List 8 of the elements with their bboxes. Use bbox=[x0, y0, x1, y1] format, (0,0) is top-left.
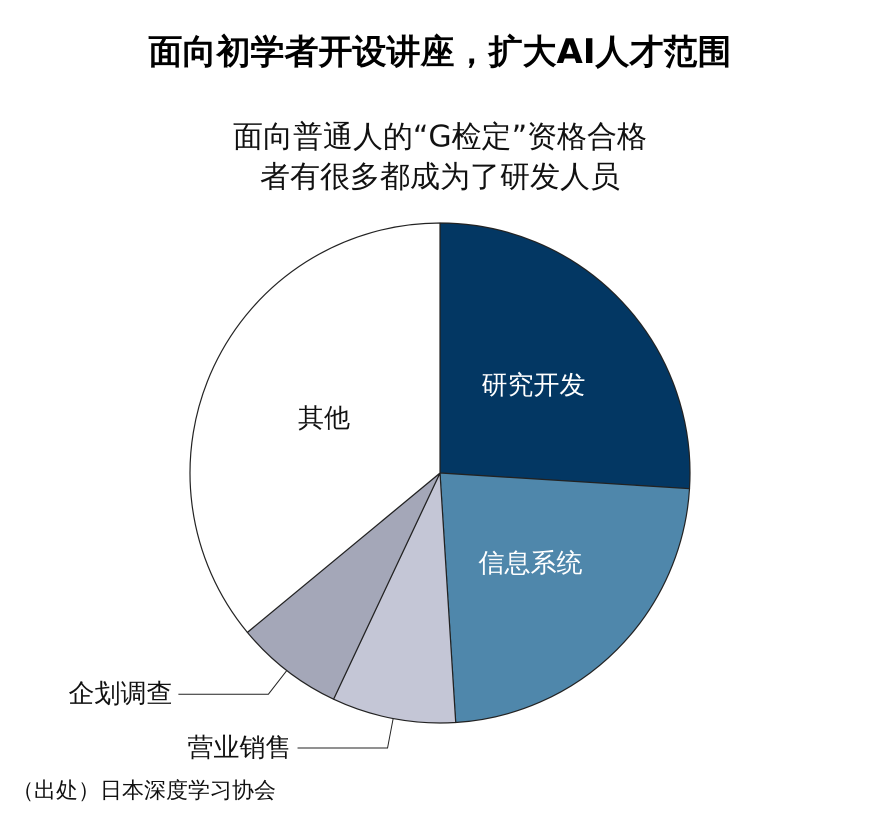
text: （出处）日本深度学习协会 bbox=[12, 778, 276, 804]
slice-label: 研究开发 bbox=[481, 370, 586, 400]
slice-label: 其他 bbox=[298, 404, 350, 434]
chart-subtitle: 面向普通人的“G检定”资格合格者有很多都成为了研发人员 bbox=[232, 120, 648, 194]
slice-label: 营业销售 bbox=[188, 733, 292, 764]
slice-label: 企划调查 bbox=[68, 679, 172, 710]
slice-label: 信息系统 bbox=[478, 548, 583, 579]
chart-title: 面向初学者开设讲座，扩大AI人才范围 bbox=[148, 32, 732, 72]
